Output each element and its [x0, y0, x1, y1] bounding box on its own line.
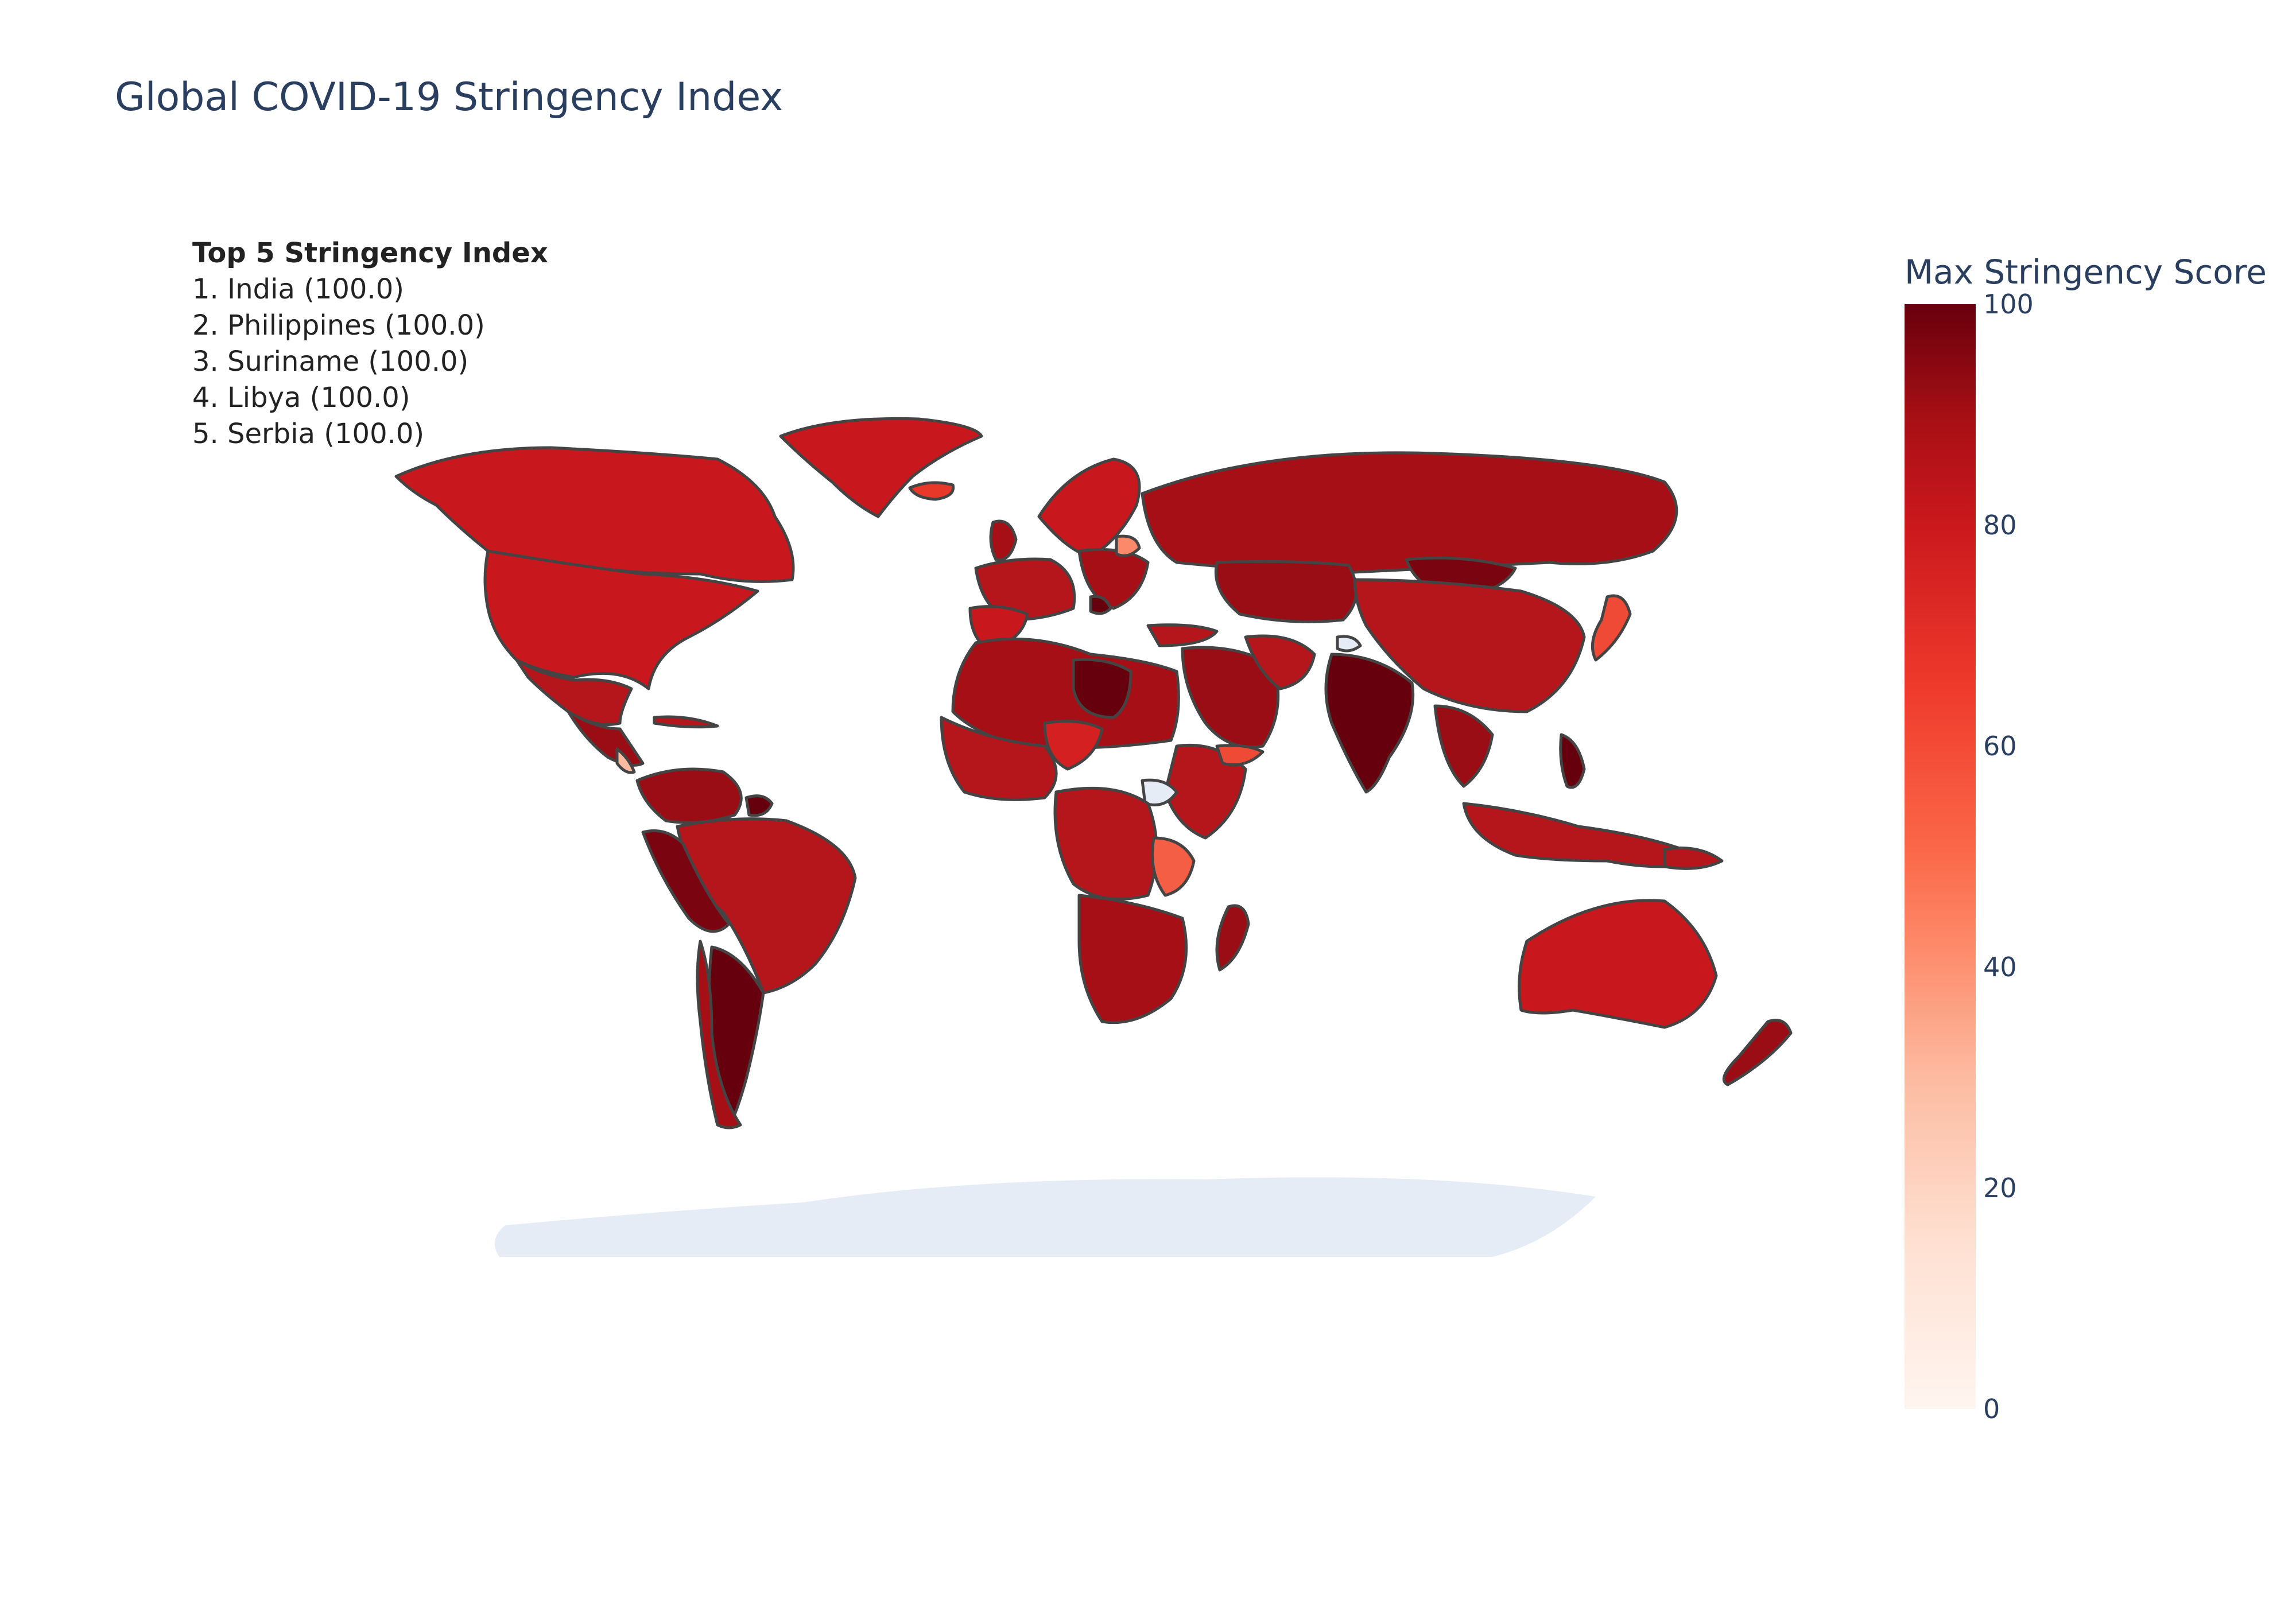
region-suriname: [744, 794, 774, 817]
annotation-item: 2. Philippines (100.0): [192, 309, 485, 341]
region-antarctica: [495, 1177, 1596, 1257]
region-tanzania: [1151, 836, 1196, 897]
region-west-africa: [940, 716, 1058, 801]
region-belarus: [1115, 534, 1141, 557]
region-australia: [1518, 899, 1718, 1029]
region-serbia: [1089, 595, 1112, 615]
region-peru: [641, 829, 731, 933]
region-turkey: [1146, 623, 1219, 647]
region-colombia-venezuela: [635, 767, 743, 824]
region-iceland: [908, 481, 955, 501]
region-east-africa: [1163, 743, 1247, 840]
region-madagascar: [1215, 904, 1250, 972]
region-japan: [1591, 594, 1632, 662]
region-cuba: [653, 715, 719, 729]
region-greenland: [779, 417, 983, 518]
region-chile: [696, 940, 742, 1129]
annotation-item: 5. Serbia (100.0): [192, 418, 425, 450]
region-papua: [1663, 847, 1724, 870]
colorbar-tick: 60: [1983, 731, 2017, 762]
region-russia: [1141, 451, 1678, 576]
colorbar-tick: 40: [1983, 952, 2017, 983]
region-usa: [483, 549, 759, 690]
region-somalia: [1215, 744, 1265, 766]
colorbar-tick: 20: [1983, 1173, 2017, 1204]
region-niger-chad: [1043, 720, 1104, 771]
region-costa-rica: [615, 747, 636, 774]
colorbar-title: Max Stringency Score: [1905, 253, 2267, 292]
colorbar-gradient: [1905, 304, 1976, 1409]
region-indochina: [1433, 704, 1494, 788]
annotation-title: Top 5 Stringency Index: [192, 237, 548, 269]
region-canada: [394, 446, 795, 583]
region-china: [1353, 578, 1586, 713]
region-new-zealand: [1722, 1019, 1793, 1086]
region-central-africa: [1053, 786, 1158, 901]
region-philippines: [1559, 733, 1586, 789]
colorbar-tick: 80: [1983, 510, 2017, 541]
region-uk: [989, 519, 1018, 562]
region-middle-east: [1181, 646, 1280, 749]
annotation-item: 4. Libya (100.0): [192, 382, 410, 414]
chart-title: Global COVID-19 Stringency Index: [115, 75, 784, 120]
region-kashmir: [1336, 635, 1362, 653]
region-libya: [1072, 658, 1133, 719]
region-mexico: [515, 658, 633, 726]
colorbar-tick: 100: [1983, 289, 2034, 320]
region-central-america: [567, 710, 645, 767]
region-south-sudan: [1141, 778, 1178, 806]
region-india: [1324, 653, 1415, 794]
top5-annotation: Top 5 Stringency Index 1. India (100.0) …: [192, 235, 548, 452]
annotation-item: 3. Suriname (100.0): [192, 346, 469, 378]
region-iran: [1244, 634, 1316, 690]
region-southern-africa: [1077, 894, 1188, 1024]
region-brazil: [676, 817, 857, 995]
colorbar-tick: 0: [1983, 1393, 2000, 1424]
region-central-asia: [1214, 560, 1358, 623]
annotation-item: 1. India (100.0): [192, 273, 404, 305]
